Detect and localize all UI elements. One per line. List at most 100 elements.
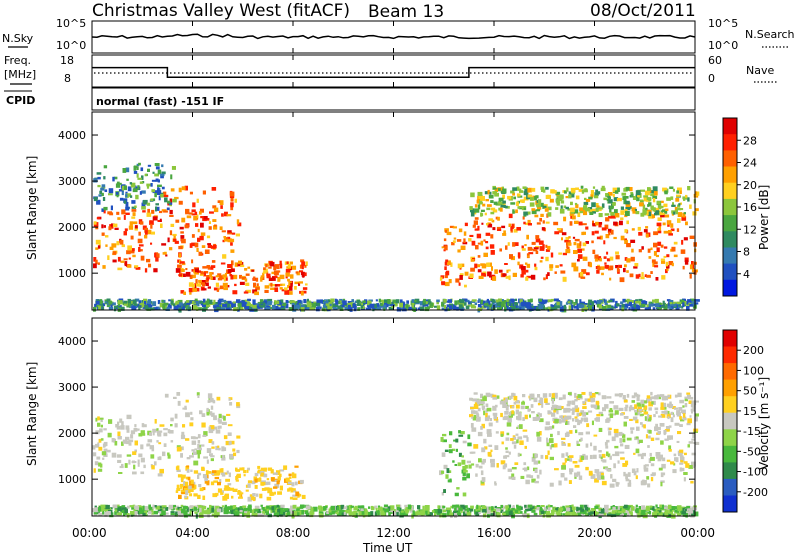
echo-cell — [193, 507, 198, 511]
echo-cell — [510, 298, 514, 302]
echo-cell — [571, 506, 576, 511]
echo-cell — [211, 470, 217, 474]
echo-cell — [505, 447, 508, 450]
echo-cell — [236, 219, 240, 225]
echo-cell — [480, 240, 484, 246]
echo-cell — [624, 187, 627, 192]
echo-cell — [285, 477, 290, 482]
echo-cell — [190, 417, 194, 421]
echo-cell — [502, 200, 506, 204]
echo-cell — [106, 304, 110, 308]
echo-cell — [529, 307, 534, 311]
echo-cell — [652, 186, 658, 192]
echo-cell — [660, 481, 663, 487]
echo-cell — [115, 192, 119, 195]
echo-cell — [524, 222, 530, 225]
echo-cell — [573, 302, 576, 305]
echo-cell — [539, 304, 544, 308]
echo-cell — [604, 213, 610, 216]
echo-cell — [564, 458, 567, 463]
echo-cell — [619, 393, 624, 396]
echo-cell — [580, 185, 584, 189]
echo-cell — [334, 505, 339, 511]
echo-cell — [189, 487, 194, 492]
echo-cell — [364, 510, 368, 514]
echo-cell — [112, 504, 118, 509]
echo-cell — [631, 228, 635, 231]
echo-cell — [221, 415, 225, 419]
echo-cell — [169, 204, 172, 207]
echo-cell — [184, 224, 189, 229]
echo-cell — [636, 305, 641, 310]
echo-cell — [634, 409, 638, 413]
echo-cell — [175, 219, 180, 223]
echo-cell — [608, 299, 613, 303]
echo-cell — [527, 255, 530, 258]
echo-cell — [276, 470, 281, 476]
echo-cell — [682, 513, 687, 517]
echo-cell — [630, 193, 634, 198]
echo-cell — [644, 274, 647, 277]
echo-cell — [194, 211, 198, 215]
echo-cell — [211, 446, 215, 449]
echo-cell — [508, 213, 513, 219]
echo-cell — [689, 303, 694, 307]
echo-cell — [142, 210, 146, 213]
echo-cell — [260, 474, 264, 477]
echo-cell — [115, 424, 119, 428]
echo-cell — [221, 505, 224, 508]
echo-cell — [108, 193, 113, 196]
y-tick-label: 4000 — [58, 335, 86, 348]
echo-cell — [196, 270, 202, 273]
echo-cell — [199, 301, 203, 304]
echo-cell — [360, 508, 364, 512]
echo-cell — [426, 511, 430, 515]
colorbar-tick-label: 24 — [743, 157, 757, 170]
echo-cell — [292, 497, 298, 500]
echo-cell — [615, 265, 619, 269]
echo-cell — [481, 423, 485, 429]
echo-cell — [546, 442, 550, 447]
echo-cell — [169, 230, 173, 236]
echo-cell — [491, 219, 495, 223]
echo-cell — [668, 449, 672, 452]
echo-cell — [517, 436, 523, 440]
echo-cell — [289, 476, 292, 479]
echo-cell — [191, 209, 196, 213]
echo-cell — [111, 452, 117, 458]
echo-cell — [607, 508, 611, 511]
echo-cell — [356, 303, 362, 306]
echo-cell — [481, 263, 487, 269]
echo-cell — [212, 400, 216, 404]
echo-cell — [654, 407, 659, 411]
echo-cell — [551, 190, 557, 194]
echo-cell — [225, 303, 230, 308]
echo-cell — [272, 304, 276, 310]
echo-cell — [327, 304, 333, 310]
echo-cell — [530, 274, 536, 280]
echo-cell — [265, 512, 269, 515]
echo-cell — [436, 301, 439, 305]
y-tick-label: 3000 — [58, 175, 86, 188]
echo-cell — [189, 510, 192, 515]
echo-cell — [277, 507, 283, 511]
echo-cell — [525, 303, 531, 309]
echo-cell — [531, 241, 536, 245]
echo-cell — [513, 228, 518, 233]
echo-cell — [679, 467, 685, 472]
echo-cell — [663, 246, 668, 249]
echo-cell — [691, 261, 694, 266]
echo-cell — [612, 187, 617, 193]
echo-cell — [558, 420, 562, 424]
echo-cell — [112, 259, 117, 263]
echo-cell — [643, 405, 648, 410]
echo-cell — [523, 211, 529, 216]
echo-cell — [571, 215, 576, 220]
echo-cell — [470, 208, 475, 213]
echo-cell — [545, 421, 550, 426]
echo-cell — [107, 255, 110, 260]
echo-cell — [500, 460, 506, 465]
echo-cell — [659, 212, 665, 215]
echo-cell — [223, 237, 228, 242]
echo-cell — [680, 459, 684, 463]
